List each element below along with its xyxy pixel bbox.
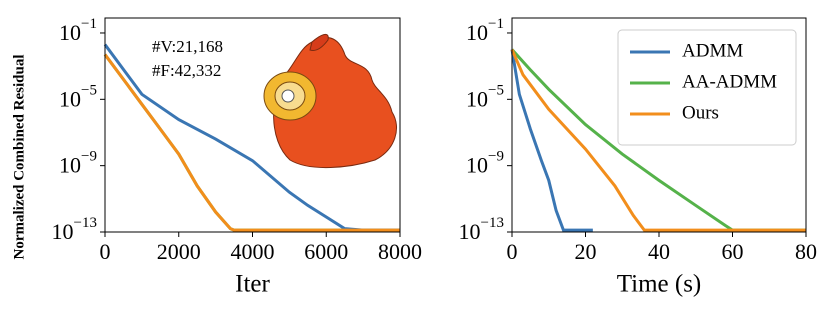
y-tick-label: 10−5 [59,83,97,112]
y-tick-label: 10−13 [459,215,504,244]
y-tick-label: 10−9 [466,149,504,178]
bunny-illustration [263,33,397,168]
legend-label: ADMM [682,40,743,61]
y-tick-label: 10−13 [52,215,97,244]
x-axis-label: Iter [235,271,270,298]
series-line [510,48,806,232]
series-line [510,49,593,232]
x-tick-label: 0 [100,239,111,264]
x-tick-label: 8000 [378,239,422,264]
x-tick-label: 60 [722,239,744,264]
legend-box [617,29,797,146]
x-tick-label: 20 [575,239,597,264]
x-tick-label: 0 [507,239,518,264]
y-tick-label: 10−1 [466,16,504,45]
y-tick-label: 10−5 [466,83,504,112]
x-tick-label: 2000 [157,239,201,264]
annotation: #V:21,168 [152,37,223,56]
x-tick-label: 4000 [231,239,275,264]
x-axis-label: Time (s) [617,271,702,298]
legend-label: AA-ADMM [682,71,777,92]
y-tick-label: 10−9 [59,149,97,178]
legend-label: Ours [682,102,719,123]
series-line [510,48,806,232]
annotation: #F:42,332 [152,61,221,80]
x-tick-label: 40 [648,239,670,264]
y-axis-label: Normalized Combined Residual [11,54,27,259]
x-tick-label: 80 [795,239,817,264]
x-tick-label: 6000 [304,239,348,264]
y-tick-label: 10−1 [59,16,97,45]
series-line [103,53,400,232]
